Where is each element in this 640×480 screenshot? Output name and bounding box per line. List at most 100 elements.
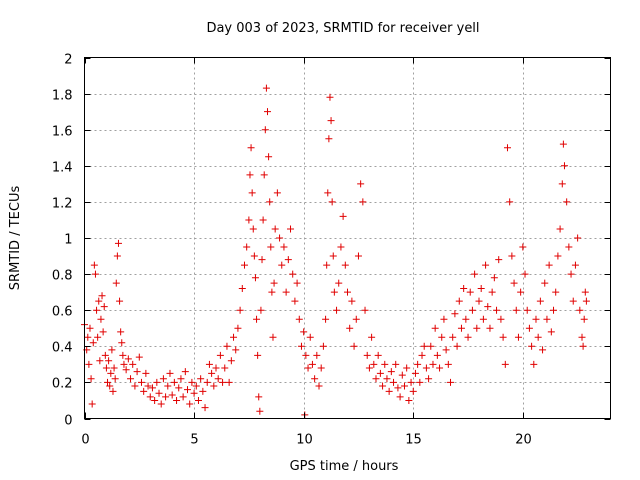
data-point (390, 378, 398, 386)
data-point (534, 333, 542, 341)
data-point (210, 382, 218, 390)
data-point (135, 353, 143, 361)
data-point (104, 378, 112, 386)
data-point (268, 288, 276, 296)
data-point (137, 378, 145, 386)
data-point (291, 297, 299, 305)
data-point (113, 252, 121, 260)
data-point (232, 346, 240, 354)
data-point (466, 288, 474, 296)
data-point (545, 261, 553, 269)
data-point (383, 375, 391, 383)
data-point (532, 315, 540, 323)
data-point (464, 333, 472, 341)
data-point (482, 261, 490, 269)
data-point (523, 306, 531, 314)
data-point (236, 306, 244, 314)
data-point (214, 375, 222, 383)
data-point (89, 339, 97, 347)
data-point (173, 396, 181, 404)
data-point (293, 279, 301, 287)
data-point (261, 126, 269, 134)
data-point (330, 288, 338, 296)
data-point (536, 297, 544, 305)
data-point (578, 333, 586, 341)
data-point (111, 375, 119, 383)
data-point (140, 387, 148, 395)
data-point (376, 369, 384, 377)
data-point (300, 328, 308, 336)
data-point (433, 351, 441, 359)
data-point (157, 400, 165, 408)
data-point (122, 366, 130, 374)
data-point (405, 396, 413, 404)
data-point (569, 297, 577, 305)
data-point (84, 333, 92, 341)
data-point (118, 339, 126, 347)
data-point (192, 382, 200, 390)
data-point (352, 315, 360, 323)
data-point (565, 243, 573, 251)
data-point (436, 364, 444, 372)
data-point (508, 252, 516, 260)
chart-title: Day 003 of 2023, SRMTID for receiver yel… (206, 21, 479, 36)
y-tick-label: 1.2 (52, 197, 73, 212)
data-point (142, 369, 150, 377)
data-point (199, 387, 207, 395)
data-point (201, 404, 209, 412)
data-point (447, 378, 455, 386)
data-point (311, 375, 319, 383)
data-point (225, 378, 233, 386)
data-point (506, 198, 514, 206)
data-point (396, 393, 404, 401)
data-point (248, 189, 256, 197)
data-point (372, 375, 380, 383)
data-point (348, 297, 356, 305)
data-point (409, 387, 417, 395)
data-point (255, 393, 263, 401)
x-tick-label: 5 (190, 433, 198, 448)
data-point (270, 279, 278, 287)
data-point (495, 256, 503, 264)
data-point (460, 285, 468, 293)
data-point (216, 351, 224, 359)
data-point (462, 315, 470, 323)
x-tick-label: 15 (405, 433, 422, 448)
data-point (246, 171, 254, 179)
data-point (91, 270, 99, 278)
data-point (117, 328, 125, 336)
data-point (493, 306, 501, 314)
data-point (344, 288, 351, 296)
data-point (543, 315, 551, 323)
data-point (87, 375, 95, 383)
data-point (253, 315, 261, 323)
data-point (379, 382, 387, 390)
data-point (308, 360, 316, 368)
data-point (457, 324, 465, 332)
data-point (234, 324, 242, 332)
data-point (251, 274, 259, 282)
data-point (477, 285, 485, 293)
data-point (212, 364, 220, 372)
x-tick-label: 0 (81, 433, 89, 448)
data-point (106, 382, 114, 390)
data-point (179, 393, 187, 401)
data-point (197, 375, 205, 383)
data-point (181, 368, 189, 376)
data-point (175, 384, 183, 392)
data-point (258, 256, 266, 264)
data-point (223, 342, 231, 350)
data-point (95, 297, 103, 305)
data-point (361, 306, 369, 314)
data-point (560, 162, 568, 170)
data-point (257, 306, 265, 314)
data-point (124, 355, 132, 363)
data-point (94, 333, 102, 341)
data-point (357, 180, 365, 188)
data-point (319, 342, 327, 350)
data-point (324, 189, 332, 197)
data-point (350, 342, 358, 350)
data-point (273, 189, 281, 197)
data-point (159, 375, 167, 383)
data-point (98, 292, 106, 300)
